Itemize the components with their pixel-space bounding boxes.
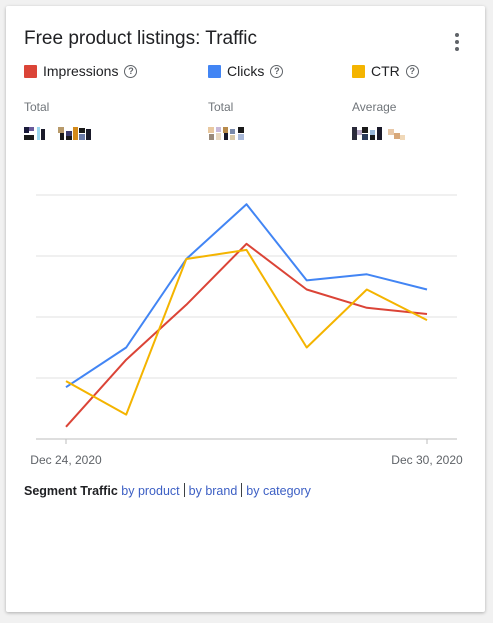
segment-divider	[241, 483, 243, 497]
redacted-value	[352, 127, 405, 140]
segment-by-brand-link[interactable]: by brand	[188, 484, 238, 498]
metric-clicks[interactable]: Clicks ? Total	[208, 63, 284, 140]
series-line-ctr	[65, 248, 428, 416]
metric-sublabel: Total	[208, 100, 234, 114]
series-line-impressions	[65, 242, 428, 428]
redacted-value	[24, 127, 91, 140]
x-tick-label: Dec 30, 2020	[391, 453, 463, 467]
redacted-value	[208, 127, 244, 140]
metric-label: CTR	[371, 63, 400, 79]
ctr-swatch	[352, 64, 365, 78]
help-icon[interactable]: ?	[270, 64, 284, 78]
impressions-swatch	[24, 64, 37, 78]
traffic-line-chart: Dec 24, 2020 Dec 30, 2020	[30, 194, 463, 467]
card-title: Free product listings: Traffic	[24, 28, 258, 49]
segment-traffic: Segment Traffic by product by brand by cat…	[24, 483, 311, 498]
metric-label: Impressions	[43, 63, 119, 79]
segment-divider	[183, 483, 185, 497]
x-tick-label: Dec 24, 2020	[30, 453, 102, 467]
segment-by-category-link[interactable]: by category	[246, 484, 311, 498]
metric-sublabel: Average	[352, 100, 397, 114]
more-vert-icon[interactable]	[452, 33, 462, 53]
segment-lead: Segment Traffic	[24, 484, 118, 498]
metric-label: Clicks	[227, 63, 265, 79]
segment-by-product-link[interactable]: by product	[121, 484, 180, 498]
help-icon[interactable]: ?	[405, 64, 419, 78]
metric-impressions[interactable]: Impressions ? Total	[24, 63, 138, 140]
metric-ctr[interactable]: CTR ? Average	[352, 63, 419, 140]
traffic-card: Free product listings: Traffic Impressio…	[6, 6, 485, 612]
clicks-swatch	[208, 64, 221, 78]
metric-sublabel: Total	[24, 100, 50, 114]
help-icon[interactable]: ?	[124, 64, 138, 78]
series-line-clicks	[65, 203, 428, 389]
